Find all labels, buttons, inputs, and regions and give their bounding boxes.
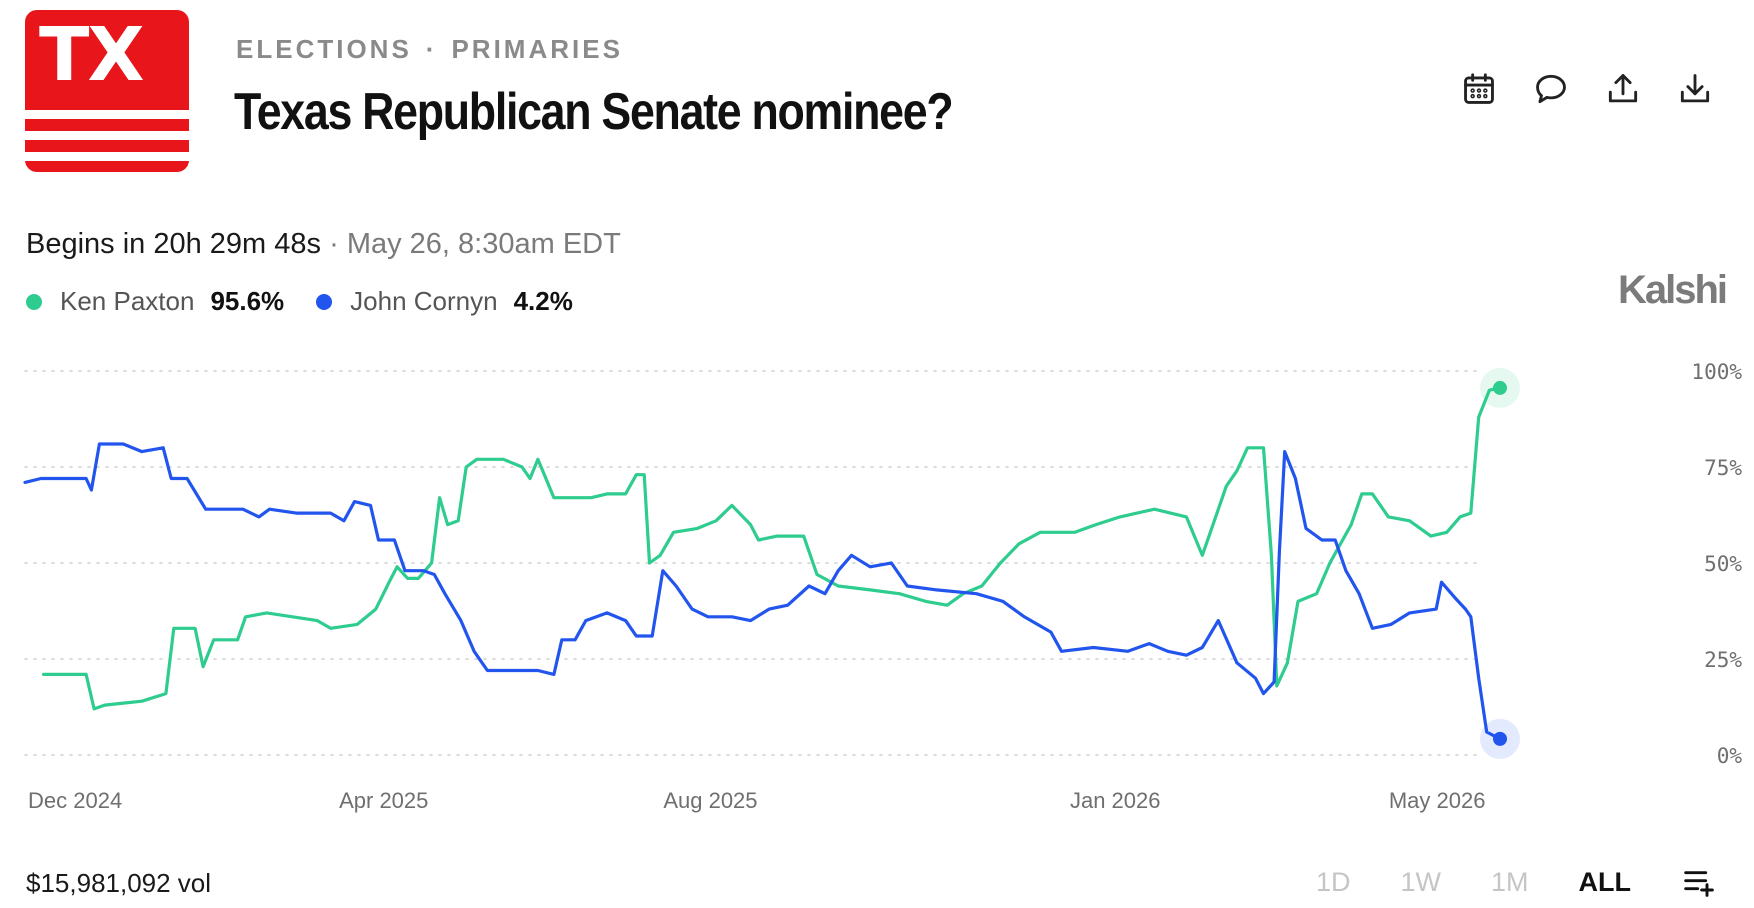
page-title: Texas Republican Senate nominee?	[234, 83, 954, 141]
download-icon	[1680, 74, 1710, 103]
legend-dot-paxton	[26, 293, 42, 310]
breadcrumb-separator: ·	[425, 34, 438, 64]
share-icon	[1608, 74, 1638, 103]
y-tick-label: 25%	[1704, 648, 1742, 672]
breadcrumb-primaries[interactable]: PRIMARIES	[451, 34, 623, 64]
list-add-icon[interactable]	[1681, 866, 1717, 898]
x-tick-label: Jan 2026	[1070, 788, 1161, 813]
legend-name-cornyn[interactable]: John Cornyn	[350, 286, 498, 316]
x-tick-label: Dec 2024	[28, 788, 122, 813]
range-1w[interactable]: 1W	[1400, 866, 1442, 897]
comment-icon	[1536, 74, 1566, 104]
range-selector: 1D 1W 1M ALL	[1316, 866, 1717, 898]
breadcrumb: ELECTIONS · PRIMARIES	[236, 34, 623, 65]
x-axis-ticks: Dec 2024 Apr 2025 Aug 2025 Jan 2026 May 2026	[28, 788, 1485, 813]
chart-legend: Ken Paxton 95.6% John Cornyn 4.2%	[26, 286, 605, 317]
range-1d[interactable]: 1D	[1316, 866, 1351, 897]
y-axis-ticks: 0% 25% 50% 75% 100%	[1691, 360, 1742, 768]
calendar-button[interactable]	[1460, 70, 1498, 108]
download-button[interactable]	[1676, 70, 1714, 108]
chart-series	[23, 386, 1502, 741]
state-logo: TX	[25, 10, 189, 172]
chart-grid	[24, 370, 1481, 756]
comment-button[interactable]	[1532, 70, 1570, 108]
breadcrumb-elections[interactable]: ELECTIONS	[236, 34, 412, 64]
countdown-text: Begins in 20h 29m 48s	[26, 228, 322, 260]
volume-text: $15,981,092 vol	[26, 868, 212, 898]
share-button[interactable]	[1604, 70, 1642, 108]
legend-name-paxton[interactable]: Ken Paxton	[60, 286, 195, 316]
brand-logo: Kalshi	[1618, 268, 1728, 312]
legend-value-paxton: 95.6%	[210, 286, 285, 316]
status-separator: ·	[329, 228, 339, 260]
y-tick-label: 100%	[1691, 360, 1742, 384]
range-1m[interactable]: 1M	[1491, 866, 1529, 897]
x-tick-label: May 2026	[1389, 788, 1486, 813]
toolbar	[1460, 70, 1714, 108]
x-tick-label: Apr 2025	[339, 788, 428, 813]
logo-text: TX	[39, 12, 145, 98]
x-tick-label: Aug 2025	[663, 788, 757, 813]
cornyn-line[interactable]	[23, 442, 1502, 741]
logo-stripe	[25, 131, 189, 140]
market-status: Begins in 20h 29m 48s · May 26, 8:30am E…	[26, 228, 621, 261]
y-tick-label: 75%	[1704, 456, 1742, 480]
logo-stripe	[25, 152, 189, 161]
endpoint-marker	[1493, 380, 1507, 395]
logo-stripe	[25, 110, 189, 119]
legend-value-cornyn: 4.2%	[513, 286, 573, 316]
calendar-icon	[1464, 73, 1494, 104]
start-date-text: May 26, 8:30am EDT	[346, 228, 621, 260]
series-endpoints	[1480, 367, 1520, 759]
price-chart[interactable]: 0% 25% 50% 75% 100% Dec 2024 Apr 2025 Aug 2025…	[0, 340, 1754, 820]
paxton-line[interactable]	[42, 386, 1502, 711]
endpoint-marker	[1493, 731, 1507, 746]
y-tick-label: 50%	[1704, 552, 1742, 576]
y-tick-label: 0%	[1717, 744, 1743, 768]
legend-dot-cornyn	[316, 293, 333, 310]
range-all[interactable]: ALL	[1578, 866, 1632, 897]
